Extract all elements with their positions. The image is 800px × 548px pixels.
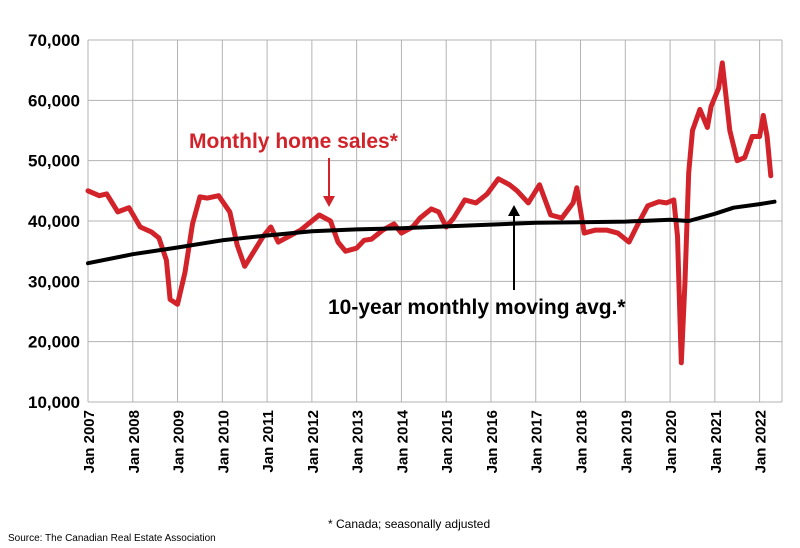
series-lines xyxy=(85,60,777,366)
x-tick-label: Jan 2017 xyxy=(529,410,546,473)
x-tick-label: Jan 2012 xyxy=(305,410,322,473)
x-axis-ticks: Jan 2007 Jan 2008 Jan 2009 Jan 2010 Jan 2011… xyxy=(81,409,770,473)
x-tick-label: Jan 2009 xyxy=(171,410,188,473)
x-tick-label: Jan 2014 xyxy=(394,409,411,473)
avg-annotation-arrowhead xyxy=(508,205,520,216)
x-tick-label: Jan 2020 xyxy=(663,410,680,473)
footnote: * Canada; seasonally adjusted xyxy=(328,517,490,531)
x-tick-label: Jan 2022 xyxy=(753,410,770,473)
y-tick-label: 60,000 xyxy=(28,91,80,110)
x-tick-label: Jan 2010 xyxy=(215,410,232,473)
x-tick-label: Jan 2007 xyxy=(81,410,98,473)
avg-annotation-label: 10-year monthly moving avg.* xyxy=(328,296,626,319)
source-note: Source: The Canadian Real Estate Associa… xyxy=(8,533,216,544)
sales-annotation-label: Monthly home sales* xyxy=(189,130,399,153)
x-tick-label: Jan 2011 xyxy=(260,410,277,473)
x-tick-label: Jan 2013 xyxy=(350,410,367,473)
x-tick-label: Jan 2019 xyxy=(618,410,635,473)
monthly-sales-line xyxy=(85,60,774,366)
y-tick-label: 10,000 xyxy=(28,393,80,412)
moving-average-line xyxy=(86,199,777,266)
y-tick-label: 30,000 xyxy=(28,272,80,291)
x-tick-label: Jan 2018 xyxy=(574,410,591,473)
y-tick-label: 50,000 xyxy=(28,152,80,171)
y-axis-ticks: 10,000 20,000 30,000 40,000 50,000 60,000 70,0… xyxy=(28,31,80,412)
sales-annotation-arrowhead xyxy=(323,196,335,207)
x-tick-label: Jan 2008 xyxy=(126,410,143,473)
y-tick-label: 70,000 xyxy=(28,31,80,50)
y-tick-label: 40,000 xyxy=(28,212,80,231)
x-tick-label: Jan 2016 xyxy=(484,410,501,473)
y-tick-label: 20,000 xyxy=(28,333,80,352)
x-tick-label: Jan 2015 xyxy=(439,410,456,473)
x-tick-label: Jan 2021 xyxy=(708,410,725,473)
